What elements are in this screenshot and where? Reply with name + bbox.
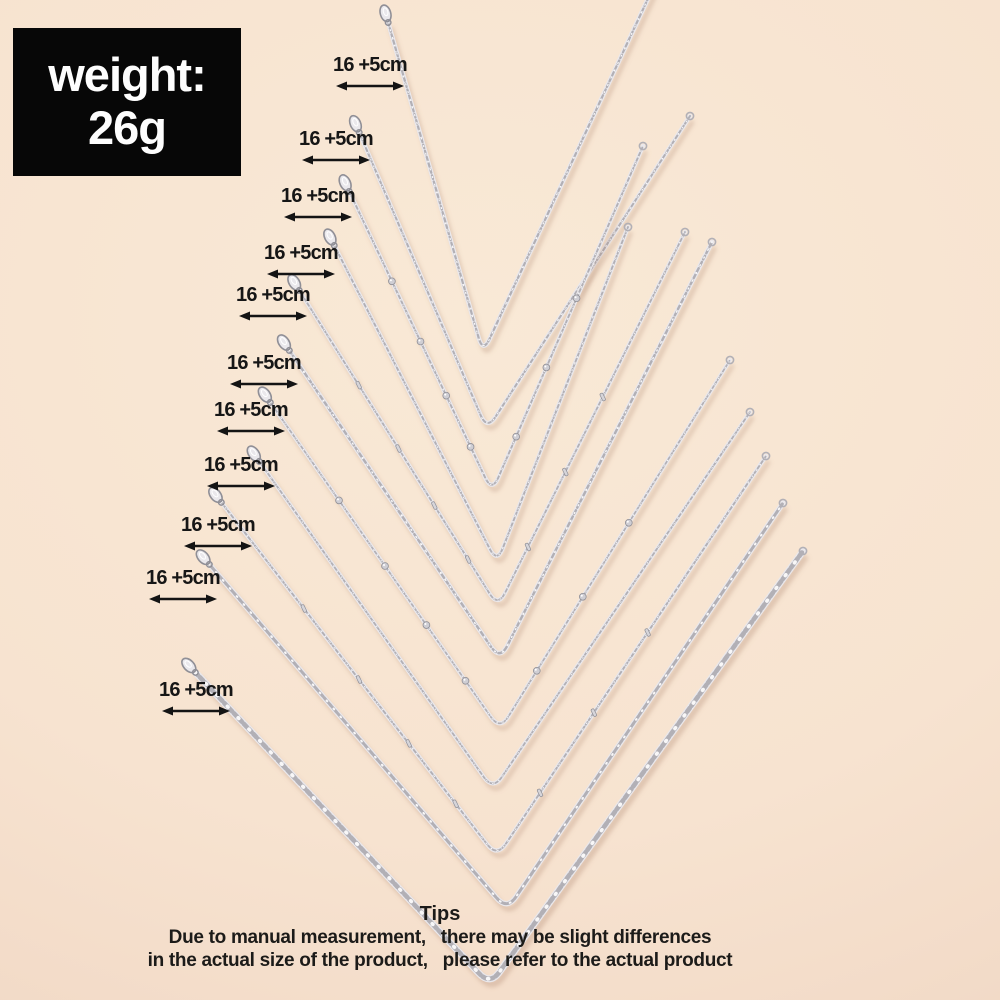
size-label: 16 +5cm: [181, 514, 256, 552]
size-label: 16 +5cm: [264, 242, 339, 280]
lobster-clasp-icon: [257, 386, 274, 406]
tips-line-1: Due to manual measurement, there may be …: [168, 927, 712, 948]
lobster-clasp-icon: [208, 486, 225, 506]
weight-badge: weight: 26g: [13, 28, 241, 176]
size-label: 16 +5cm: [214, 399, 289, 437]
measure-arrow-icon: [283, 212, 352, 222]
chain-cable: [276, 237, 718, 661]
lobster-clasp-icon: [379, 4, 392, 26]
tips-line-2: in the actual size of the product, pleas…: [147, 950, 733, 972]
chain-twist: [348, 111, 695, 431]
lobster-clasp-icon: [348, 114, 363, 136]
chain-bars: [208, 451, 771, 858]
size-label: 16 +5cm: [159, 679, 234, 717]
chain-bars: [287, 227, 690, 608]
measure-arrow-icon: [335, 81, 404, 91]
chain-twist: [323, 222, 633, 563]
size-label: 16 +5cm: [299, 128, 374, 166]
size-label: 16 +5cm: [146, 567, 221, 605]
size-label: 16 +5cm: [227, 352, 302, 390]
size-label: 16 +5cm: [236, 284, 311, 322]
chain-curb: [181, 546, 809, 988]
lobster-clasp-icon: [276, 334, 293, 354]
weight-label: weight:: [48, 48, 206, 102]
size-label-text: 16 +5cm: [333, 54, 408, 76]
chain-beads: [338, 141, 648, 492]
size-label-text: 16 +5cm: [281, 185, 356, 207]
measure-arrow-icon: [301, 155, 370, 165]
size-label-text: 16 +5cm: [236, 284, 311, 306]
tips-note: Tips Due to manual measurement, there ma…: [140, 903, 740, 972]
size-label: 16 +5cm: [281, 185, 356, 223]
chain-beads: [257, 355, 735, 731]
measure-arrow-icon: [266, 269, 335, 279]
size-label-text: 16 +5cm: [204, 454, 279, 476]
chain-figaro: [379, 0, 656, 353]
size-label: 16 +5cm: [333, 54, 408, 92]
chain-cable: [246, 407, 755, 791]
measure-arrow-icon: [161, 706, 230, 716]
weight-value: 26g: [88, 101, 167, 154]
chain-rope: [195, 498, 789, 912]
size-label-text: 16 +5cm: [146, 567, 221, 589]
size-label-text: 16 +5cm: [264, 242, 339, 264]
size-label-text: 16 +5cm: [227, 352, 302, 374]
lobster-clasp-icon: [195, 549, 213, 568]
size-label: 16 +5cm: [204, 454, 279, 492]
lobster-clasp-icon: [246, 445, 263, 465]
tips-title: Tips: [419, 903, 461, 925]
lobster-clasp-icon: [181, 657, 199, 676]
lobster-clasp-icon: [323, 228, 338, 249]
measure-arrow-icon: [148, 594, 217, 604]
measure-arrow-icon: [183, 541, 252, 551]
size-label-text: 16 +5cm: [214, 399, 289, 421]
measure-arrow-icon: [229, 379, 298, 389]
measure-arrow-icon: [238, 311, 307, 321]
measure-arrow-icon: [206, 481, 275, 491]
measure-arrow-icon: [216, 426, 285, 436]
size-label-text: 16 +5cm: [299, 128, 374, 150]
size-label-text: 16 +5cm: [181, 514, 256, 536]
size-label-text: 16 +5cm: [159, 679, 234, 701]
lobster-clasp-icon: [338, 174, 353, 195]
